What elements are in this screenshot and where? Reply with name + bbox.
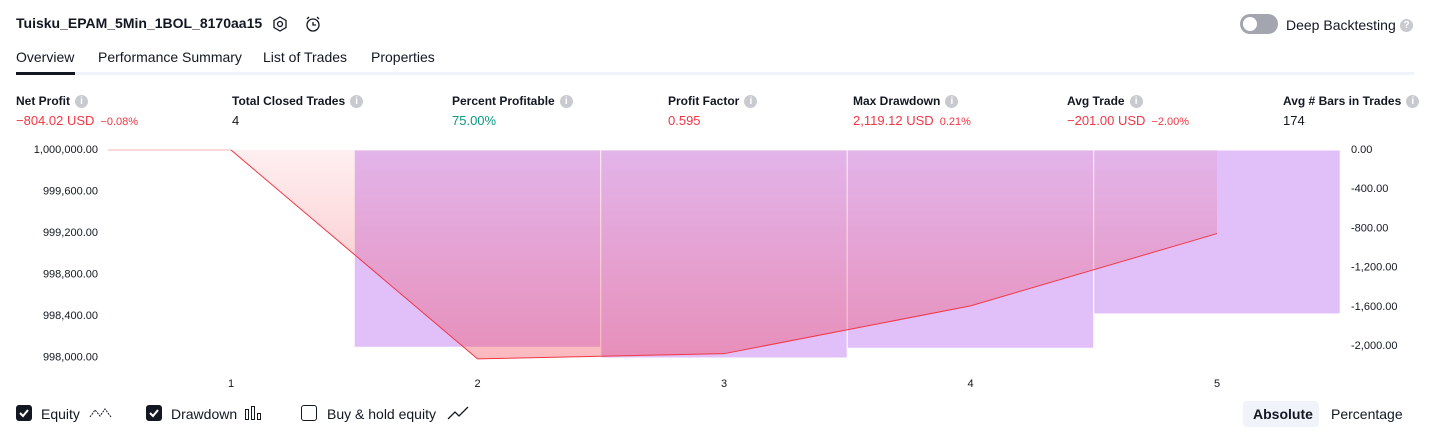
metric-value: 2,119.12 USD xyxy=(853,113,934,128)
y-tick-label: 999,200.00 xyxy=(43,227,98,239)
tab[interactable]: Overview xyxy=(16,49,75,65)
info-icon[interactable]: i xyxy=(559,94,573,108)
tab[interactable]: Properties xyxy=(371,49,435,65)
metric-value-row: −201.00 USD −2.00% xyxy=(1067,113,1189,128)
equity-toggle-label: Equity xyxy=(41,406,80,422)
equity-line xyxy=(230,149,1218,360)
absolute-button[interactable] xyxy=(1243,401,1319,427)
y-tick-label: 999,600.00 xyxy=(43,185,98,197)
buy-hold-checkbox[interactable] xyxy=(301,405,317,421)
metric-label: Net Profit xyxy=(16,94,70,108)
info-icon[interactable]: i xyxy=(75,94,88,108)
metric: Net Profit i xyxy=(16,94,88,108)
metric-label: Total Closed Trades xyxy=(232,94,346,108)
metric: Total Closed Trades i xyxy=(232,94,364,108)
chart: 1,000,000.00 999,600.00 999,200.00 998,800.… xyxy=(34,144,1398,390)
metric-value: 0.595 xyxy=(668,113,701,128)
metric-value-row: 0.595 xyxy=(668,113,701,128)
metric: Percent Profitable i xyxy=(452,94,573,108)
metric-value: −804.02 USD xyxy=(16,113,95,128)
metric: Avg # Bars in Trades i xyxy=(1283,94,1420,108)
equity-checkbox[interactable] xyxy=(16,405,32,421)
equity-area xyxy=(231,150,1217,359)
metric-label: Percent Profitable xyxy=(452,94,555,108)
absolute-label: Absolute xyxy=(1253,406,1313,422)
y2-tick-label: -800.00 xyxy=(1351,222,1388,234)
metric-sub: −0.08% xyxy=(100,116,139,128)
y-tick-label: 998,000.00 xyxy=(43,352,98,364)
metric-value-row: 174 xyxy=(1283,113,1305,128)
deep-backtesting-label: Deep Backtesting xyxy=(1286,17,1396,33)
metric-label: Avg # Bars in Trades xyxy=(1283,94,1402,108)
x-tick-label: 2 xyxy=(474,378,480,390)
drawdown-toggle-label: Drawdown xyxy=(171,406,238,422)
info-icon[interactable]: i xyxy=(1129,94,1143,108)
metric: Max Drawdown i xyxy=(853,94,959,108)
metric-sub: −2.00% xyxy=(1151,116,1190,128)
info-icon[interactable]: i xyxy=(350,94,364,108)
metric-value: 174 xyxy=(1283,113,1305,128)
help-icon[interactable]: ? xyxy=(1400,19,1413,32)
y-tick-label: 998,400.00 xyxy=(43,310,98,322)
header-icons xyxy=(273,16,320,32)
info-icon[interactable]: i xyxy=(945,94,959,108)
y2-tick-label: -1,200.00 xyxy=(1351,262,1397,274)
tab-rule xyxy=(16,72,1414,75)
info-icon[interactable]: i xyxy=(1406,94,1420,108)
drawdown-icon xyxy=(245,406,261,420)
tab[interactable]: Performance Summary xyxy=(98,49,242,65)
buy-hold-label: Buy & hold equity xyxy=(327,406,436,422)
x-tick-label: 3 xyxy=(721,378,727,390)
metric-value-row: 75.00% xyxy=(452,113,496,128)
metric-value-row: −804.02 USD −0.08% xyxy=(16,113,138,128)
active-tab-underline xyxy=(16,72,75,75)
metric-label: Avg Trade xyxy=(1067,94,1125,108)
percentage-button[interactable]: Percentage xyxy=(1331,406,1403,422)
metric-value-row: 2,119.12 USD 0.21% xyxy=(853,113,971,128)
metric: Profit Factor i xyxy=(668,94,758,108)
info-icon[interactable]: i xyxy=(744,94,758,108)
metric-label: Profit Factor xyxy=(668,94,740,108)
metric-value: −201.00 USD xyxy=(1067,113,1146,128)
strategy-title: Tuisku_EPAM_5Min_1BOL_8170aa15 xyxy=(16,15,263,31)
metric: Avg Trade i xyxy=(1067,94,1143,108)
x-tick-label: 5 xyxy=(1214,378,1220,390)
deep-backtesting-toggle[interactable] xyxy=(1240,14,1278,34)
metric-sub: 0.21% xyxy=(939,116,971,128)
y-tick-label: 998,800.00 xyxy=(43,269,98,281)
metric-label: Max Drawdown xyxy=(853,94,941,108)
buy-hold-icon xyxy=(447,406,469,420)
y2-tick-label: 0.00 xyxy=(1351,144,1372,156)
y2-tick-label: -1,600.00 xyxy=(1351,301,1397,313)
y2-tick-label: -2,000.00 xyxy=(1351,340,1397,352)
x-tick-label: 4 xyxy=(967,378,973,390)
x-tick-label: 1 xyxy=(228,378,234,390)
metric-value: 75.00% xyxy=(452,113,497,128)
y-tick-label: 1,000,000.00 xyxy=(34,144,98,156)
tab[interactable]: List of Trades xyxy=(263,49,348,65)
metric-value: 4 xyxy=(232,113,240,128)
drawdown-checkbox[interactable] xyxy=(146,405,162,421)
metric-value-row: 4 xyxy=(232,113,239,128)
y2-tick-label: -400.00 xyxy=(1351,183,1388,195)
equity-icon xyxy=(89,408,112,418)
